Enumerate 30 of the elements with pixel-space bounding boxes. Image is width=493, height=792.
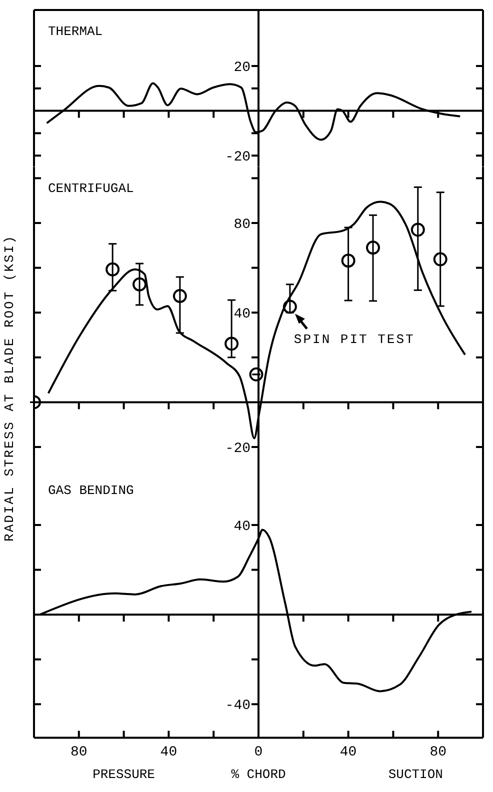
x-axis-title: % CHORD <box>231 766 286 782</box>
y-tick-label: -20 <box>225 150 250 166</box>
text: SUCTION <box>388 766 443 782</box>
y-tick-label: 40 <box>234 306 250 322</box>
y-tick-label: -20 <box>225 440 250 457</box>
x-tick-label: 80 <box>70 744 88 761</box>
y-axis-title: RADIAL STRESS AT BLADE ROOT (KSI) <box>2 234 18 544</box>
x-tick-label: 0 <box>254 744 263 761</box>
text: GAS BENDING <box>48 482 135 500</box>
text: THERMAL <box>48 23 104 41</box>
point <box>249 367 264 382</box>
point <box>410 222 425 237</box>
point <box>282 300 297 314</box>
point <box>132 277 147 292</box>
x-tick-label: 80 <box>430 744 446 761</box>
text: CENTRIFUGAL <box>48 180 135 198</box>
y-tick-label: 40 <box>234 519 250 536</box>
y-tick-label: 80 <box>234 216 250 233</box>
point <box>341 253 356 268</box>
point <box>172 288 187 303</box>
point <box>224 336 239 351</box>
point <box>433 252 448 266</box>
annotation: SPIN PIT TEST <box>294 332 415 347</box>
point <box>106 262 120 276</box>
y-tick-label: 20 <box>234 60 250 76</box>
x-tick-label: 40 <box>340 744 357 761</box>
y-tick-label: -40 <box>225 698 250 714</box>
text: PRESSURE <box>92 766 156 782</box>
point <box>366 240 380 254</box>
x-tick-label: 40 <box>160 744 178 761</box>
